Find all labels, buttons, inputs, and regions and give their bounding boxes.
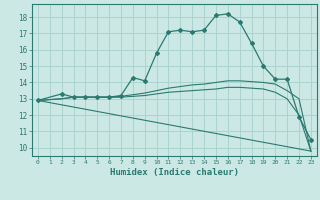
X-axis label: Humidex (Indice chaleur): Humidex (Indice chaleur) (110, 168, 239, 177)
